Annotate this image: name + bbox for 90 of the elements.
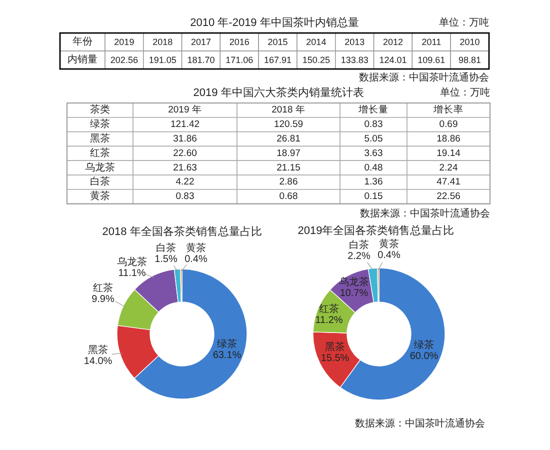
- header-label: 2018: [152, 37, 173, 47]
- cell-label: 150.25: [302, 55, 330, 65]
- data-label: 黄茶: [186, 243, 206, 254]
- data-label: 乌龙茶: [339, 277, 369, 288]
- cell-label: 0.68: [279, 191, 298, 202]
- cell-label: 18.97: [276, 148, 300, 159]
- title: 2019 年中国六大茶类内销量统计表: [193, 87, 364, 99]
- cell-label: 202.56: [110, 55, 138, 65]
- data-label: 绿茶: [217, 339, 237, 350]
- annotation: 数据来源：中国茶叶流通协会: [355, 418, 485, 430]
- data-label: 白茶: [156, 243, 176, 254]
- data-label: 1.5%: [154, 254, 178, 265]
- header-label: 2013: [344, 37, 365, 47]
- title: 2018 年全国各茶类销售总量占比: [102, 226, 262, 238]
- data-label: 11.2%: [315, 315, 343, 326]
- data-label: 黄茶: [379, 239, 399, 250]
- cell-label: 19.14: [436, 148, 460, 159]
- cell-label: 26.81: [276, 134, 300, 144]
- row-header-label: 白茶: [90, 176, 110, 188]
- cell-label: 2.86: [279, 176, 298, 188]
- cell-label: 167.91: [264, 55, 292, 65]
- row-header-label: 乌龙茶: [85, 162, 115, 174]
- data-label: 黑茶: [325, 342, 345, 353]
- data-label: 63.1%: [212, 350, 242, 361]
- row-header-label: 内销量: [68, 54, 98, 66]
- data-label: 11.1%: [118, 268, 146, 279]
- header-label: 2014: [306, 37, 326, 47]
- data-label: 绿茶: [414, 340, 434, 351]
- cell-label: 0.48: [364, 162, 383, 174]
- header-label: 2017: [190, 37, 212, 47]
- row-header-label: 绿茶: [90, 119, 110, 130]
- data-label: 0.4%: [378, 250, 400, 261]
- data-label: 9.9%: [92, 294, 114, 305]
- annotation: 单位：万吨: [440, 88, 490, 98]
- data-label: 红茶: [93, 283, 113, 294]
- cell-label: 5.05: [364, 134, 383, 144]
- cell-label: 0.83: [364, 119, 383, 130]
- cell-label: 22.60: [173, 148, 197, 159]
- cell-label: 47.41: [436, 176, 460, 188]
- cell-label: 21.15: [276, 162, 300, 174]
- data-label: 白茶: [349, 240, 369, 251]
- cell-label: 18.86: [436, 134, 460, 144]
- cell-label: 21.63: [173, 162, 197, 174]
- data-label: 10.7%: [340, 288, 368, 299]
- header-label: 2011: [422, 37, 442, 47]
- data-label: 60.0%: [410, 351, 438, 362]
- header-label: 2015: [268, 37, 288, 47]
- title: 2010 年-2019 年中国茶叶内销总量: [190, 17, 359, 29]
- cell-label: 0.15: [364, 191, 383, 202]
- cell-label: 0.69: [439, 119, 458, 130]
- header-label: 2012: [382, 37, 404, 47]
- header-label: 2010: [460, 37, 480, 47]
- data-label: 2.2%: [348, 251, 370, 262]
- cell-label: 120.59: [274, 119, 304, 130]
- cell-label: 171.06: [226, 55, 254, 65]
- data-label: 黑茶: [88, 345, 108, 356]
- cell-label: 121.42: [170, 119, 200, 130]
- annotation: 数据来源：中国茶叶流通协会: [360, 208, 490, 220]
- cell-label: 133.83: [340, 55, 368, 65]
- cell-label: 31.86: [173, 134, 197, 144]
- header-label: 2016: [229, 37, 250, 47]
- cell-label: 191.05: [148, 55, 176, 65]
- cell-label: 181.70: [187, 55, 215, 65]
- header-label: 增长率: [434, 104, 464, 116]
- cell-label: 4.22: [176, 176, 194, 188]
- cell-label: 2.24: [439, 162, 458, 174]
- header-label: 2018 年: [272, 104, 306, 116]
- header-label: 2019 年: [168, 104, 202, 116]
- cell-label: 22.56: [436, 191, 460, 202]
- data-label: 14.0%: [84, 356, 112, 367]
- cell-label: 98.81: [458, 55, 482, 65]
- header-label: 增长量: [358, 104, 388, 116]
- row-header-label: 黑茶: [90, 134, 110, 144]
- data-label: 乌龙茶: [117, 257, 147, 268]
- cell-label: 109.61: [418, 55, 446, 65]
- data-label: 红茶: [319, 304, 339, 315]
- header-label: 2019: [114, 37, 134, 47]
- cell-label: 0.83: [176, 191, 194, 202]
- cell-label: 3.63: [364, 148, 383, 159]
- row-header-label: 红茶: [90, 148, 110, 159]
- header-label: 茶类: [90, 104, 110, 116]
- title: 2019年全国各茶类销售总量占比: [298, 225, 454, 237]
- data-label: 0.4%: [184, 254, 208, 265]
- annotation: 单位：万吨: [439, 18, 489, 28]
- header-label: 年份: [72, 36, 92, 48]
- cell-label: 124.01: [379, 55, 407, 65]
- annotation: 数据来源：中国茶叶流通协会: [359, 72, 489, 84]
- cell-label: 1.36: [364, 176, 383, 188]
- data-label: 15.5%: [320, 353, 350, 364]
- row-header-label: 黄茶: [90, 191, 110, 202]
